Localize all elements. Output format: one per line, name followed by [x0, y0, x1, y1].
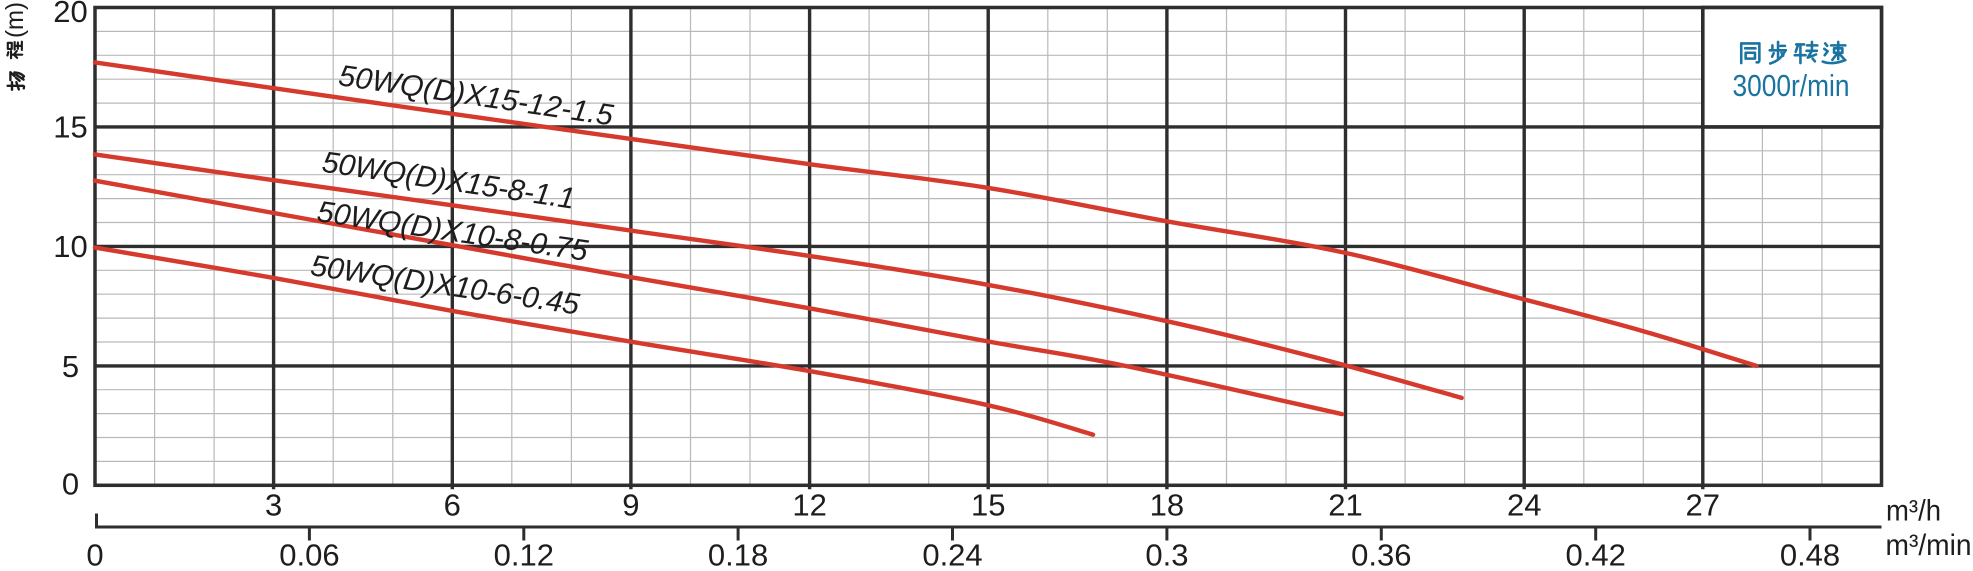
svg-text:0.18: 0.18 [708, 538, 768, 567]
svg-text:0: 0 [62, 467, 79, 502]
svg-text:3000r/min: 3000r/min [1733, 68, 1850, 103]
svg-text:24: 24 [1507, 488, 1541, 523]
svg-text:0.12: 0.12 [494, 538, 554, 567]
svg-text:(m): (m) [1, 2, 29, 38]
svg-text:0.06: 0.06 [279, 538, 339, 567]
svg-text:12: 12 [792, 488, 826, 523]
svg-text:0.36: 0.36 [1351, 538, 1411, 567]
svg-text:0.42: 0.42 [1566, 538, 1626, 567]
svg-text:6: 6 [444, 488, 461, 523]
svg-text:0.24: 0.24 [922, 538, 982, 567]
svg-text:m³/min: m³/min [1886, 529, 1972, 562]
svg-text:3: 3 [265, 488, 282, 523]
svg-text:18: 18 [1150, 488, 1184, 523]
svg-text:0: 0 [86, 538, 103, 567]
svg-text:5: 5 [62, 349, 79, 384]
svg-text:15: 15 [53, 110, 87, 145]
svg-text:21: 21 [1328, 488, 1362, 523]
svg-text:9: 9 [622, 488, 639, 523]
svg-text:0.48: 0.48 [1780, 538, 1840, 567]
svg-text:m³/h: m³/h [1886, 495, 1941, 528]
svg-text:20: 20 [53, 0, 87, 29]
svg-text:15: 15 [971, 488, 1005, 523]
svg-text:10: 10 [53, 229, 87, 264]
svg-text:27: 27 [1686, 488, 1720, 523]
svg-text:0.3: 0.3 [1145, 538, 1188, 567]
